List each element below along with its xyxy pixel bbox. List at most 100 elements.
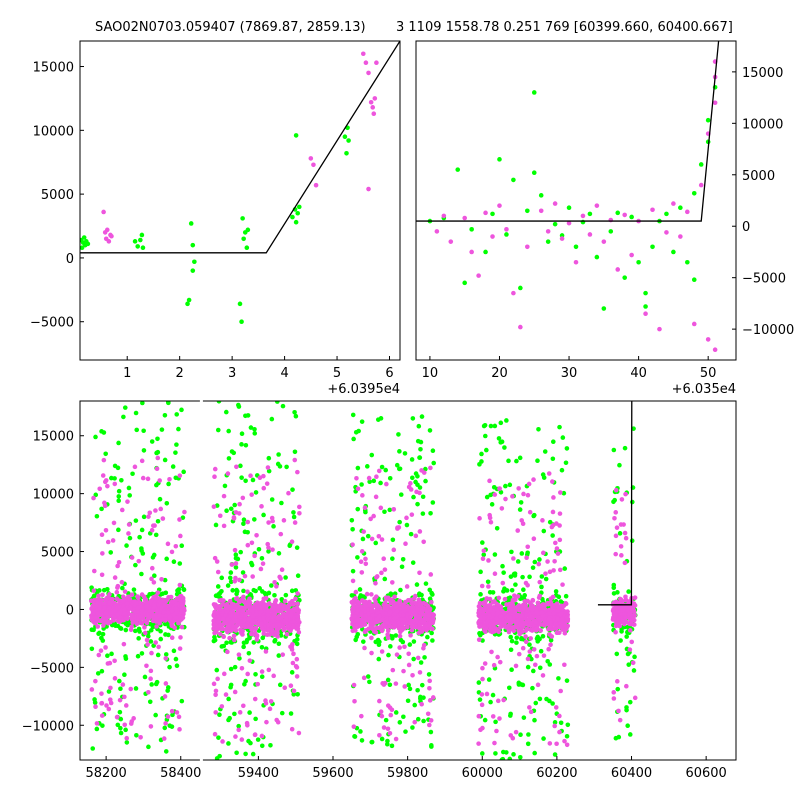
data-point-magenta [394,681,399,686]
data-point-green [270,417,275,422]
data-point-green [226,583,231,588]
data-point-magenta [397,645,402,650]
data-point-magenta [560,236,565,241]
x-tick-label: 5 [333,366,341,381]
data-point-magenta [138,735,143,740]
data-point-green [180,699,185,704]
data-point-magenta [397,525,402,530]
data-point-magenta [548,570,553,575]
x-tick-label: 40 [630,366,647,381]
data-point-magenta [149,651,154,656]
data-point-green [500,564,505,569]
data-point-magenta [497,486,502,491]
data-point-magenta [136,559,141,564]
data-point-green [531,669,536,674]
data-point-green [86,242,91,247]
data-point-magenta [408,619,413,624]
data-point-green [479,459,484,464]
data-point-magenta [565,609,570,614]
data-point-magenta [559,624,564,629]
data-point-magenta [233,734,238,739]
data-point-magenta [480,692,485,697]
data-point-green [526,665,531,670]
data-point-magenta [266,465,271,470]
data-point-magenta [480,666,485,671]
data-point-magenta [395,652,400,657]
data-point-green [166,482,171,487]
data-point-magenta [282,627,287,632]
data-point-green [513,582,518,587]
data-point-magenta [521,603,526,608]
data-point-green [239,319,244,324]
data-point-magenta [448,239,453,244]
data-point-magenta [622,213,627,218]
y-tick-label: 0 [742,220,750,235]
data-point-magenta [384,597,389,602]
data-point-magenta [352,683,357,688]
data-point-magenta [104,611,109,616]
data-point-magenta [240,666,245,671]
data-point-green [236,403,241,408]
y-tick-label: 15000 [742,66,783,81]
data-point-green [397,467,402,472]
data-point-magenta [354,590,359,595]
data-point-magenta [513,597,518,602]
data-point-magenta [558,689,563,694]
data-point-green [387,508,392,513]
data-point-magenta [415,607,420,612]
data-point-green [93,700,98,705]
data-point-magenta [429,718,434,723]
data-point-magenta [261,616,266,621]
data-point-green [127,486,132,491]
data-point-green [510,639,515,644]
data-point-magenta [412,720,417,725]
data-point-magenta [554,622,559,627]
data-point-magenta [552,611,557,616]
data-point-magenta [182,510,187,515]
data-point-magenta [263,603,268,608]
data-point-green [491,693,496,698]
data-point-magenta [401,669,406,674]
data-point-magenta [484,596,489,601]
data-point-green [243,679,248,684]
data-point-magenta [267,601,272,606]
data-point-magenta [369,620,374,625]
data-point-magenta [100,593,105,598]
data-point-magenta [213,556,218,561]
data-point-green [618,531,623,536]
data-point-magenta [442,214,447,219]
data-point-green [624,634,629,639]
data-point-green [430,638,435,643]
data-point-magenta [155,456,160,461]
data-point-magenta [491,714,496,719]
data-point-magenta [124,703,129,708]
data-point-magenta [129,719,134,724]
data-point-magenta [249,492,254,497]
data-point-magenta [112,482,117,487]
data-point-green [234,588,239,593]
data-point-magenta [508,733,513,738]
data-point-magenta [403,541,408,546]
data-point-magenta [274,598,279,603]
data-point-green [417,424,422,429]
data-point-magenta [177,517,182,522]
data-point-magenta [291,652,296,657]
data-point-green [388,682,393,687]
data-point-green [518,755,523,760]
data-point-magenta [233,576,238,581]
data-point-green [504,232,509,237]
data-point-green [478,592,483,597]
data-point-green [415,474,420,479]
data-point-green [385,742,390,747]
data-point-magenta [223,603,228,608]
data-point-magenta [523,621,528,626]
data-point-magenta [526,657,531,662]
data-point-magenta [128,597,133,602]
data-point-green [295,211,300,216]
data-point-magenta [212,682,217,687]
data-point-green [564,460,569,465]
data-point-magenta [612,696,617,701]
data-point-magenta [291,661,296,666]
data-point-magenta [103,504,108,509]
data-point-magenta [549,634,554,639]
